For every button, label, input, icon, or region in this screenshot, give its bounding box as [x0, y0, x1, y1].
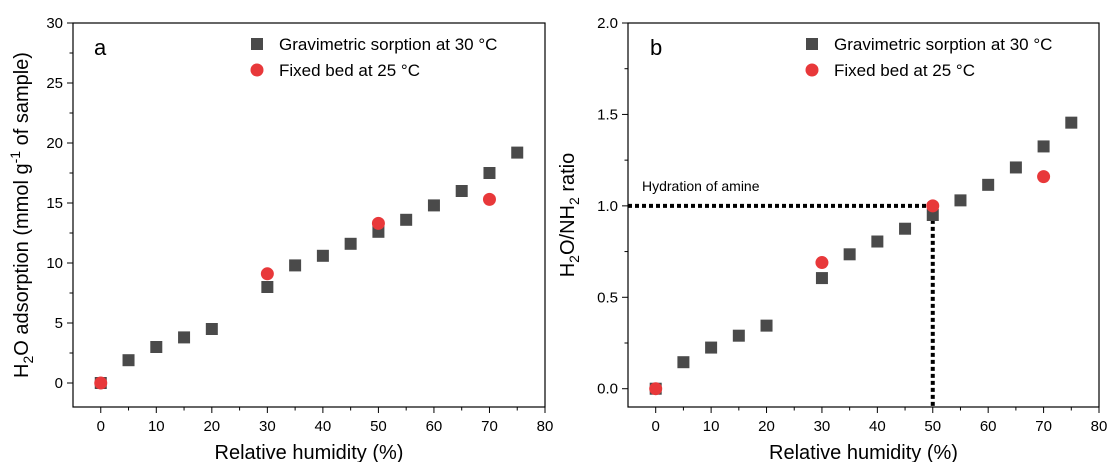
y-axis-title: H2O adsorption (mmol g-1 of sample) — [7, 52, 36, 378]
data-point-square — [316, 249, 329, 262]
data-point-square — [760, 319, 773, 332]
y-axis-title-part: 2 — [20, 356, 36, 364]
y-tick-label: 2.0 — [597, 15, 618, 32]
y-axis-title-part: -1 — [7, 151, 23, 164]
y-axis-title-part: of sample) — [11, 52, 33, 151]
data-point-square — [815, 272, 828, 285]
x-tick-label: 40 — [315, 418, 332, 435]
y-tick-label: 1.5 — [597, 106, 618, 123]
x-tick-label: 20 — [758, 418, 775, 435]
x-tick-label: 10 — [148, 418, 165, 435]
data-point-circle — [649, 382, 663, 396]
data-point-square — [843, 248, 856, 261]
data-point-circle — [1037, 170, 1051, 184]
data-point-square — [178, 331, 191, 344]
data-point-square — [150, 341, 163, 353]
x-tick-label: 30 — [259, 418, 276, 435]
x-tick-label: 10 — [703, 418, 720, 435]
plot-frame — [72, 22, 546, 408]
x-tick-label: 0 — [652, 418, 660, 435]
y-tick-label: 1.0 — [597, 198, 618, 215]
series-fixed-bed — [94, 192, 496, 390]
legend-label: Gravimetric sorption at 30 °C — [834, 35, 1052, 54]
x-tick-label: 70 — [1035, 418, 1052, 435]
x-tick-label: 40 — [869, 418, 886, 435]
data-point-square — [899, 222, 912, 235]
legend-marker-square — [251, 38, 263, 50]
x-tick-label: 60 — [980, 418, 997, 435]
data-point-square — [954, 194, 967, 207]
series-gravimetric — [649, 116, 1078, 395]
data-point-square — [455, 185, 468, 197]
legend-marker-circle — [805, 63, 819, 77]
y-axis-title-part: H — [557, 263, 579, 277]
y-tick-label: 5 — [55, 315, 63, 332]
y-tick-label: 0 — [55, 375, 63, 392]
data-point-square — [511, 146, 524, 159]
series-gravimetric — [94, 146, 524, 389]
x-tick-label: 30 — [814, 418, 831, 435]
y-axis-title-part: O adsorption (mmol g — [11, 163, 33, 355]
y-axis-title-part: O/NH — [557, 205, 579, 255]
legend-label: Gravimetric sorption at 30 °C — [279, 35, 497, 54]
x-axis-title: Relative humidity (%) — [769, 442, 958, 462]
y-axis-title-part: 2 — [566, 197, 582, 205]
data-point-square — [344, 237, 357, 250]
data-point-square — [400, 213, 413, 226]
data-point-square — [677, 356, 690, 369]
x-tick-label: 80 — [537, 418, 554, 435]
y-tick-label: 25 — [46, 75, 63, 92]
y-tick-label: 15 — [46, 195, 63, 212]
data-point-square — [122, 354, 135, 367]
data-point-square — [261, 281, 274, 293]
series-fixed-bed — [649, 170, 1051, 396]
data-point-square — [732, 329, 745, 342]
y-axis-title-part: H — [11, 364, 33, 378]
data-point-square — [982, 178, 995, 191]
panel-label: a — [94, 35, 107, 60]
y-tick-label: 30 — [46, 15, 63, 32]
data-point-square — [871, 235, 884, 248]
y-axis-title: H2O/NH2 ratio — [557, 153, 582, 278]
y-tick-label: 20 — [46, 135, 63, 152]
x-tick-label: 70 — [481, 418, 498, 435]
x-tick-label: 50 — [370, 418, 387, 435]
legend-marker-circle — [250, 63, 264, 77]
data-point-square — [483, 167, 496, 179]
y-axis-title-part: ratio — [557, 153, 579, 197]
panel-b: 0 10 20 30 40 50 60 70 80 0.0 0.5 1.0 1.5 2.0 Relative… — [557, 15, 1107, 462]
x-tick-label: 60 — [426, 418, 443, 435]
y-tick-label: 0.5 — [597, 289, 618, 306]
plot-frame — [627, 22, 1100, 408]
data-point-square — [205, 323, 218, 335]
data-point-square — [926, 209, 939, 221]
annotation-text: Hydration of amine — [642, 178, 760, 194]
x-tick-label: 50 — [924, 418, 941, 435]
data-point-square — [289, 259, 302, 272]
legend-label: Fixed bed at 25 °C — [279, 61, 420, 80]
data-point-square — [1009, 161, 1022, 174]
x-tick-label: 20 — [203, 418, 220, 435]
y-axis-title-part: 2 — [566, 255, 582, 263]
data-point-circle — [926, 199, 940, 213]
y-tick-label: 10 — [46, 255, 63, 272]
x-axis-title: Relative humidity (%) — [215, 442, 404, 462]
panel-a: 0 10 20 30 40 50 60 70 80 0 5 10 15 20 25 30 Relative hu… — [7, 15, 553, 462]
data-point-circle — [482, 192, 496, 206]
data-point-square — [1065, 116, 1078, 129]
data-point-circle — [371, 216, 385, 230]
data-point-circle — [260, 267, 274, 281]
data-point-square — [427, 199, 440, 212]
data-point-square — [1037, 140, 1050, 153]
data-point-circle — [94, 376, 108, 390]
x-tick-label: 0 — [97, 418, 105, 435]
x-tick-label: 80 — [1091, 418, 1108, 435]
legend-marker-square — [806, 38, 818, 50]
panel-label: b — [650, 35, 662, 60]
y-tick-label: 0.0 — [597, 381, 618, 398]
data-point-circle — [815, 256, 829, 270]
legend-label: Fixed bed at 25 °C — [834, 61, 975, 80]
data-point-square — [705, 341, 718, 354]
